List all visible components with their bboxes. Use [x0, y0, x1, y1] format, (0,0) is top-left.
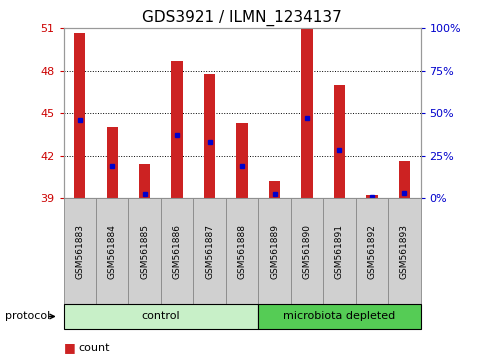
Text: GSM561883: GSM561883 [75, 224, 84, 279]
Bar [106, 127, 118, 198]
Text: GSM561888: GSM561888 [237, 224, 246, 279]
Text: GSM561889: GSM561889 [269, 224, 279, 279]
Text: count: count [78, 343, 109, 353]
Text: GSM561887: GSM561887 [204, 224, 214, 279]
Text: GSM561891: GSM561891 [334, 224, 343, 279]
Text: ■: ■ [63, 342, 75, 354]
Title: GDS3921 / ILMN_1234137: GDS3921 / ILMN_1234137 [142, 9, 341, 25]
Bar [366, 195, 377, 198]
Text: GSM561893: GSM561893 [399, 224, 408, 279]
Text: microbiota depleted: microbiota depleted [283, 312, 395, 321]
Text: GSM561892: GSM561892 [366, 224, 376, 279]
Bar [74, 33, 85, 198]
Text: control: control [142, 312, 180, 321]
Text: protocol: protocol [5, 312, 50, 321]
Bar [139, 164, 150, 198]
Bar [333, 85, 345, 198]
Bar [301, 28, 312, 198]
Bar [398, 161, 409, 198]
Bar [268, 181, 280, 198]
Text: GSM561886: GSM561886 [172, 224, 181, 279]
Text: GSM561885: GSM561885 [140, 224, 149, 279]
Bar [236, 123, 247, 198]
Bar [203, 74, 215, 198]
Text: GSM561890: GSM561890 [302, 224, 311, 279]
Bar [171, 61, 183, 198]
Text: GSM561884: GSM561884 [107, 224, 117, 279]
